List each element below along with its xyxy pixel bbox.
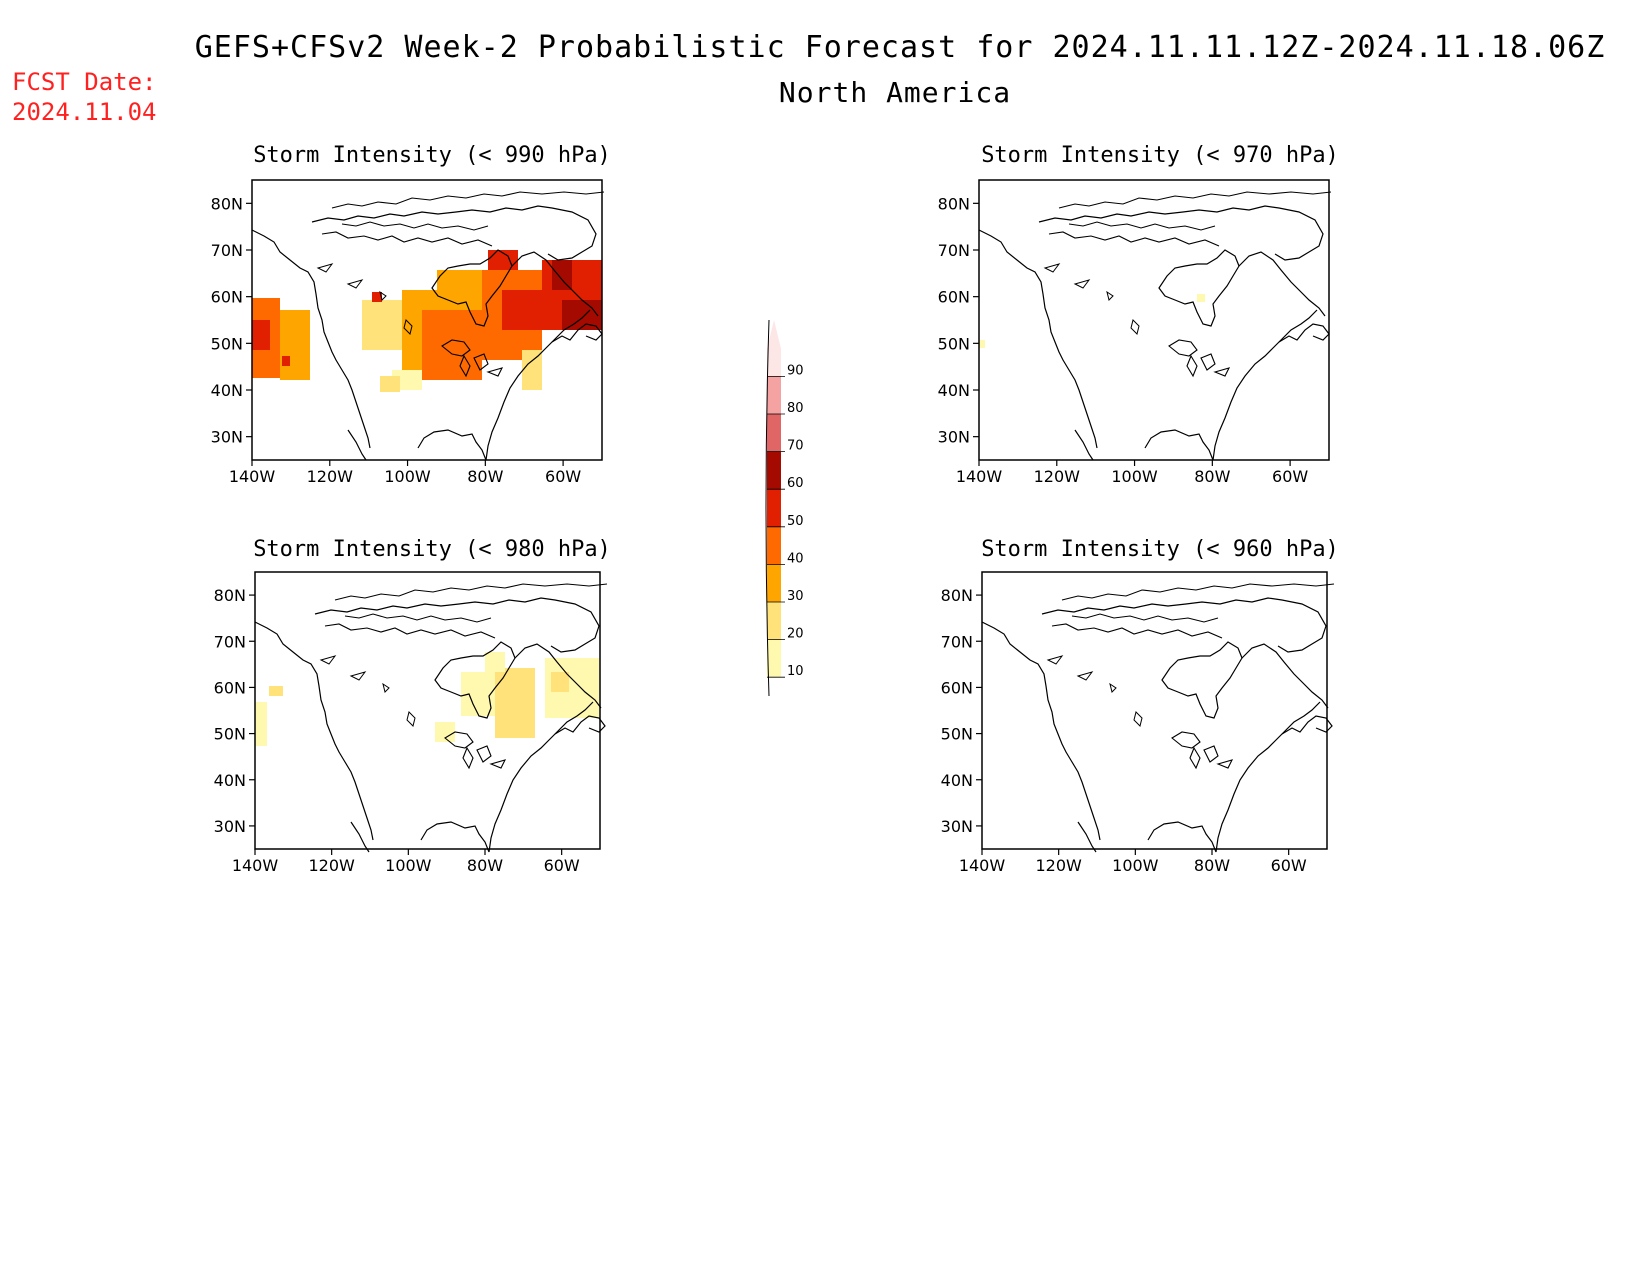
forecast-date-value: 2024.11.04 (12, 98, 157, 126)
colorbar-label: 30 (787, 589, 804, 604)
lon-tick-label: 140W (232, 856, 279, 875)
lon-tick-label: 120W (1035, 856, 1082, 875)
map-frame-960 (981, 571, 1328, 850)
lat-tick-label: 50N (211, 334, 243, 353)
panel-title-990: Storm Intensity (< 990 hPa) (253, 143, 611, 168)
colorbar-swatch (767, 489, 781, 527)
probability-shading-980 (255, 652, 599, 746)
lon-tick-label: 100W (1111, 467, 1158, 486)
lon-tick-label: 100W (385, 856, 432, 875)
colorbar-swatch (767, 526, 781, 565)
lon-tick-label: 80W (1194, 467, 1230, 486)
lon-tick-label: 60W (544, 856, 580, 875)
colorbar-label: 80 (787, 401, 804, 416)
axis-ticks: 80N 70N 60N 50N 40N 30N 140W 120W 100W 80W 60W 80N 7… (211, 194, 1309, 875)
map-frame-980 (254, 571, 601, 850)
lon-tick-label: 120W (308, 856, 355, 875)
lat-tick-label: 60N (938, 288, 970, 307)
lat-tick-label: 30N (938, 428, 970, 447)
lat-tick-label: 70N (214, 632, 246, 651)
lat-tick-label: 80N (214, 586, 246, 605)
panel-970 (978, 179, 1332, 461)
colorbar-label: 10 (787, 664, 804, 679)
lon-tick-label: 140W (959, 856, 1006, 875)
lat-tick-label: 70N (941, 632, 973, 651)
colorbar-swatch (767, 376, 781, 414)
map-frame-990 (251, 179, 603, 461)
map-frame-970 (978, 179, 1330, 461)
colorbar-edge (765, 319, 770, 697)
lat-tick-label: 80N (941, 586, 973, 605)
lat-tick-label: 60N (941, 678, 973, 697)
lon-tick-label: 80W (467, 856, 503, 875)
colorbar-label: 90 (787, 363, 804, 378)
panel-980 (254, 571, 608, 853)
figure-title: GEFS+CFSv2 Week-2 Probabilistic Forecast… (194, 30, 1606, 65)
lon-tick-label: 80W (467, 467, 503, 486)
lat-tick-label: 60N (211, 288, 243, 307)
colorbar-swatch (767, 639, 781, 678)
panel-title-970: Storm Intensity (< 970 hPa) (981, 143, 1339, 168)
panel-title-960: Storm Intensity (< 960 hPa) (981, 537, 1339, 562)
lon-tick-label: 60W (545, 467, 581, 486)
lat-tick-label: 70N (211, 241, 243, 260)
lat-tick-label: 80N (211, 194, 243, 213)
lat-tick-label: 30N (214, 817, 246, 836)
lat-tick-label: 60N (214, 678, 246, 697)
lon-tick-label: 120W (1034, 467, 1081, 486)
colorbar-label: 70 (787, 439, 804, 454)
lat-tick-label: 40N (211, 381, 243, 400)
lon-tick-label: 60W (1271, 856, 1307, 875)
probability-shading-990 (252, 250, 602, 392)
lat-tick-label: 50N (938, 334, 970, 353)
lat-tick-label: 70N (938, 241, 970, 260)
lon-tick-label: 80W (1194, 856, 1230, 875)
colorbar-label: 60 (787, 476, 804, 491)
colorbar-label: 20 (787, 627, 804, 642)
lat-tick-label: 40N (938, 381, 970, 400)
colorbar-swatch (767, 320, 781, 377)
forecast-date-label: FCST Date: (12, 68, 157, 96)
colorbar-swatch (767, 451, 781, 490)
lat-tick-label: 80N (938, 194, 970, 213)
lon-tick-label: 140W (229, 467, 276, 486)
lon-tick-label: 120W (307, 467, 354, 486)
lat-tick-label: 50N (214, 725, 246, 744)
lat-tick-label: 50N (941, 725, 973, 744)
lon-tick-label: 60W (1272, 467, 1308, 486)
panel-title-980: Storm Intensity (< 980 hPa) (253, 537, 611, 562)
lat-tick-label: 30N (211, 428, 243, 447)
figure-subtitle: North America (778, 76, 1012, 109)
colorbar-swatch (767, 602, 781, 640)
colorbar-label: 50 (787, 514, 804, 529)
colorbar-label: 40 (787, 551, 804, 566)
colorbar-swatch (767, 414, 781, 452)
lon-tick-label: 100W (384, 467, 431, 486)
lat-tick-label: 40N (941, 771, 973, 790)
lat-tick-label: 30N (941, 817, 973, 836)
colorbar: 10 20 30 40 50 60 70 80 90 (765, 319, 804, 697)
lon-tick-label: 100W (1112, 856, 1159, 875)
lon-tick-label: 140W (956, 467, 1003, 486)
lat-tick-label: 40N (214, 771, 246, 790)
panel-960 (981, 571, 1335, 853)
colorbar-swatch (767, 564, 781, 602)
probability-shading-970 (979, 294, 1205, 348)
panel-990 (251, 179, 605, 461)
